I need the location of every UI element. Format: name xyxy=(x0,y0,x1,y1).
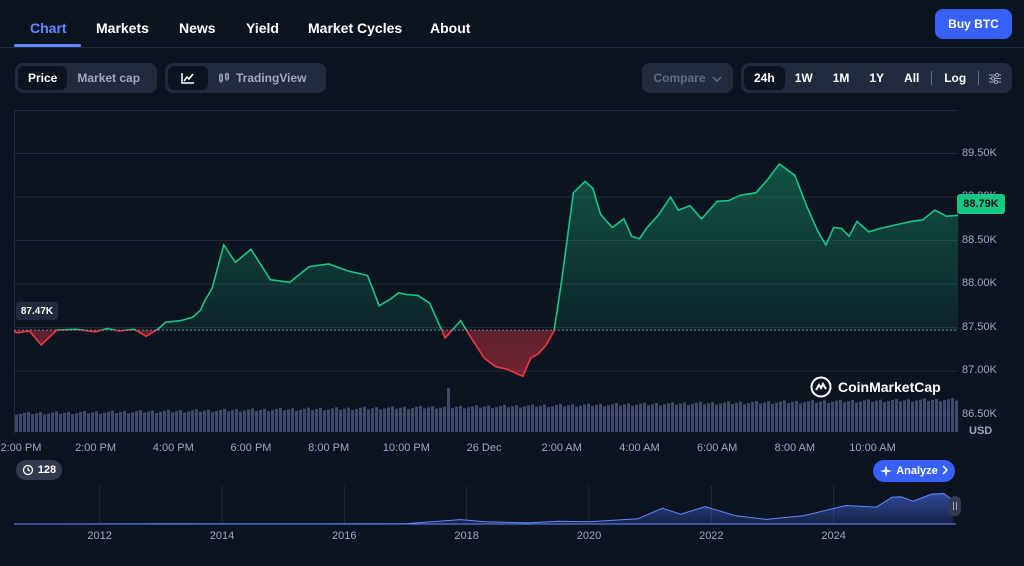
x-tick-label: 26 Dec xyxy=(466,442,502,454)
overview-line xyxy=(14,492,954,525)
sparkle-icon xyxy=(880,465,893,477)
market-cap-toggle[interactable]: Market cap xyxy=(77,71,141,85)
y-tick-label: 88.50K xyxy=(962,233,997,246)
coinmarketcap-logo-icon xyxy=(810,376,832,398)
year-tick-label: 2016 xyxy=(332,530,357,542)
current-price-label: 88.79K xyxy=(957,194,1005,214)
range-handle[interactable] xyxy=(949,496,961,516)
active-tab-indicator xyxy=(14,44,81,47)
range-24h[interactable]: 24h xyxy=(744,66,785,90)
y-tick-label: 89.50K xyxy=(962,146,997,159)
x-tick-label: 4:00 AM xyxy=(619,442,660,454)
range-1m[interactable]: 1M xyxy=(832,71,850,85)
range-1y[interactable]: 1Y xyxy=(869,71,885,85)
tab-news[interactable]: News xyxy=(179,20,216,36)
year-tick-label: 2024 xyxy=(821,530,846,542)
range-divider xyxy=(931,71,933,85)
year-tick-label: 2022 xyxy=(699,530,724,542)
tab-markets[interactable]: Markets xyxy=(96,20,149,36)
history-count: 128 xyxy=(37,464,57,476)
x-tick-label: 6:00 AM xyxy=(696,442,738,454)
range-all[interactable]: All xyxy=(904,71,920,85)
tab-about[interactable]: About xyxy=(430,20,471,36)
open-price-label: 87.47K xyxy=(16,302,58,320)
buy-btc-button[interactable]: Buy BTC xyxy=(935,9,1012,39)
year-tick-label: 2018 xyxy=(454,530,479,542)
range-selector: 24h 1W 1M 1Y All Log xyxy=(741,63,1012,93)
top-nav: Chart Markets News Yield Market Cycles A… xyxy=(0,0,1024,48)
log-toggle[interactable]: Log xyxy=(944,71,967,85)
line-chart-icon[interactable] xyxy=(168,66,208,90)
x-tick-label: 2:00 AM xyxy=(541,442,582,454)
currency-label: USD xyxy=(969,425,993,437)
chevron-down-icon xyxy=(711,71,722,85)
sliders-icon[interactable] xyxy=(981,66,1009,90)
overview-area xyxy=(14,493,953,524)
y-tick-label: 87.50K xyxy=(962,320,997,333)
watermark-text: CoinMarketCap xyxy=(838,379,941,395)
year-tick-label: 2020 xyxy=(576,530,602,542)
range-1w[interactable]: 1W xyxy=(794,71,813,85)
tradingview-toggle[interactable]: TradingView xyxy=(208,66,316,90)
tradingview-label: TradingView xyxy=(236,71,307,85)
y-tick-label: 88.00K xyxy=(962,277,997,290)
chevron-right-icon xyxy=(942,464,948,478)
range-divider xyxy=(978,71,979,85)
compare-dropdown[interactable]: Compare xyxy=(642,63,733,93)
x-tick-label: 6:00 PM xyxy=(230,442,272,454)
overview-navigator[interactable] xyxy=(14,486,964,526)
history-badge[interactable]: 128 xyxy=(16,460,62,480)
history-icon xyxy=(22,464,33,476)
metric-toggle: Price Market cap xyxy=(15,63,157,93)
year-tick-label: 2012 xyxy=(87,530,112,542)
chart-style-toggle: TradingView xyxy=(165,63,326,93)
x-tick-label: 12:00 PM xyxy=(0,442,42,454)
x-tick-label: 10:00 AM xyxy=(849,442,896,454)
y-tick-label: 86.50K xyxy=(962,407,997,420)
tab-chart[interactable]: Chart xyxy=(30,20,67,36)
coinmarketcap-watermark: CoinMarketCap xyxy=(810,376,941,398)
price-toggle[interactable]: Price xyxy=(18,66,68,90)
tab-yield[interactable]: Yield xyxy=(246,20,279,36)
x-tick-label: 10:00 PM xyxy=(382,442,430,454)
analyze-button[interactable]: Analyze xyxy=(873,460,955,482)
analyze-label: Analyze xyxy=(896,465,938,477)
year-tick-label: 2014 xyxy=(209,530,235,542)
x-tick-label: 8:00 AM xyxy=(774,442,816,454)
x-tick-label: 8:00 PM xyxy=(308,442,350,454)
x-tick-label: 2:00 PM xyxy=(75,442,117,454)
compare-label: Compare xyxy=(653,71,706,85)
x-tick-label: 4:00 PM xyxy=(152,442,194,454)
tab-market-cycles[interactable]: Market Cycles xyxy=(308,20,403,36)
y-tick-label: 87.00K xyxy=(962,364,997,377)
candlestick-icon xyxy=(219,72,229,83)
